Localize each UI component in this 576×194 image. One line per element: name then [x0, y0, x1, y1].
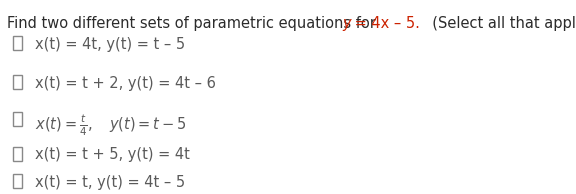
Text: x(t) = t + 2, y(t) = 4t – 6: x(t) = t + 2, y(t) = 4t – 6 [35, 76, 215, 91]
Text: = 4x – 5.: = 4x – 5. [350, 16, 420, 30]
Text: x(t) = 4t, y(t) = t – 5: x(t) = 4t, y(t) = t – 5 [35, 37, 185, 52]
Text: $x(t) = \frac{t}{4},\quad y(t) = t - 5$: $x(t) = \frac{t}{4},\quad y(t) = t - 5$ [35, 113, 186, 138]
Text: y: y [343, 16, 351, 30]
Text: (Select all that apply.): (Select all that apply.) [423, 16, 576, 30]
Text: Find two different sets of parametric equations for: Find two different sets of parametric eq… [7, 16, 385, 30]
Text: x(t) = t + 5, y(t) = 4t: x(t) = t + 5, y(t) = 4t [35, 147, 190, 162]
Text: x(t) = t, y(t) = 4t – 5: x(t) = t, y(t) = 4t – 5 [35, 175, 185, 190]
